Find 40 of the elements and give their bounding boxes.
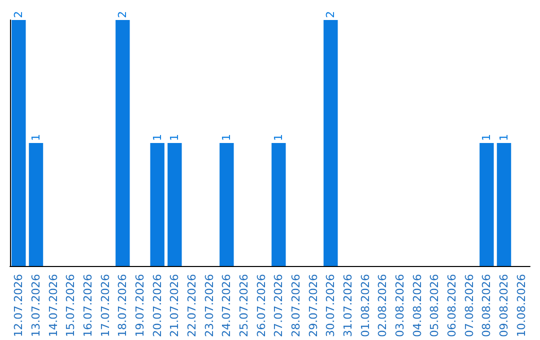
x-tick-label: 02.08.2026	[376, 274, 390, 338]
x-tick-label: 19.07.2026	[134, 274, 146, 338]
x-tick-label: 31.07.2026	[342, 274, 354, 338]
data-label: 1	[150, 134, 164, 142]
data-label: 1	[480, 134, 494, 142]
data-label: 2	[324, 11, 338, 18]
x-tick-label: 17.07.2026	[98, 274, 112, 338]
x-tick-label: 24.07.2026	[220, 274, 234, 338]
x-tick-label: 15.07.2026	[64, 274, 78, 338]
x-tick-label: 18.07.2026	[116, 274, 130, 338]
data-label: 2	[12, 11, 26, 18]
x-tick-label: 07.08.2026	[462, 274, 476, 338]
x-tick-label: 27.07.2026	[272, 274, 286, 338]
x-tick-label: 14.07.2026	[46, 274, 60, 338]
x-tick-label: 05.08.2026	[428, 274, 442, 338]
x-tick-label: 08.08.2026	[480, 274, 494, 338]
x-tick-label: 16.07.2026	[82, 274, 94, 338]
x-tick-label: 29.07.2026	[306, 274, 320, 338]
x-tick-label: 28.07.2026	[290, 274, 302, 338]
x-tick-label: 12.07.2026	[12, 274, 26, 338]
data-label: 1	[220, 134, 234, 142]
x-tick-label: 10.08.2026	[514, 274, 528, 338]
x-tick-label: 20.07.2026	[150, 274, 164, 338]
data-label: 1	[498, 134, 510, 142]
data-label: 1	[168, 134, 182, 142]
data-label: 1	[30, 134, 42, 142]
x-tick-label: 09.08.2026	[498, 274, 510, 338]
x-tick-label: 23.07.2026	[202, 274, 216, 338]
x-tick-label: 22.07.2026	[186, 274, 198, 338]
x-tick-label: 03.08.2026	[394, 274, 406, 338]
x-tick-label: 21.07.2026	[168, 274, 182, 338]
x-tick-label: 04.08.2026	[410, 274, 424, 338]
x-tick-label: 01.08.2026	[358, 274, 372, 338]
x-tick-label: 30.07.2026	[324, 274, 338, 338]
x-tick-label: 13.07.2026	[30, 274, 42, 338]
x-tick-label: 26.07.2026	[254, 274, 268, 338]
data-label: 2	[116, 11, 130, 18]
x-tick-label: 25.07.2026	[238, 274, 250, 338]
data-label: 1	[272, 134, 286, 142]
x-tick-label: 06.08.2026	[446, 274, 458, 338]
